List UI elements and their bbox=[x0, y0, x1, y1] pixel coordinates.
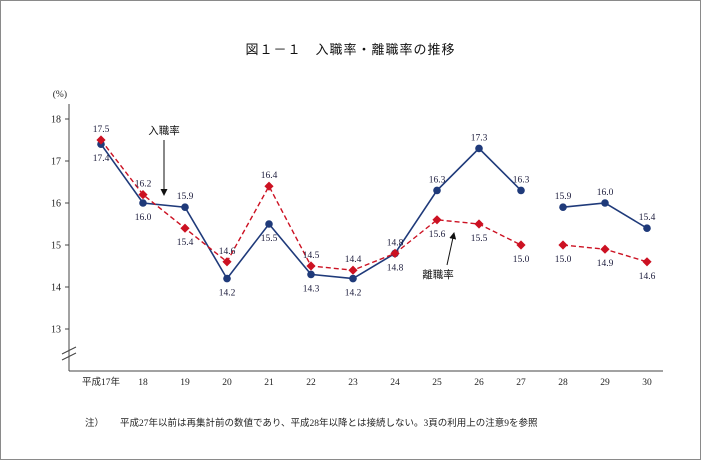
svg-text:14: 14 bbox=[51, 283, 61, 294]
svg-text:14.4: 14.4 bbox=[345, 255, 362, 265]
svg-text:13: 13 bbox=[51, 325, 61, 336]
svg-text:23: 23 bbox=[348, 378, 358, 388]
svg-text:26: 26 bbox=[474, 378, 484, 388]
svg-text:14.2: 14.2 bbox=[345, 289, 362, 299]
svg-text:17.3: 17.3 bbox=[471, 133, 488, 143]
chart-title: 図１－１ 入職率・離職率の推移 bbox=[245, 42, 456, 57]
svg-text:18: 18 bbox=[138, 378, 148, 388]
svg-text:14.8: 14.8 bbox=[387, 238, 404, 248]
svg-text:14.6: 14.6 bbox=[219, 247, 236, 257]
svg-text:15.4: 15.4 bbox=[639, 213, 656, 223]
svg-text:20: 20 bbox=[222, 378, 232, 388]
svg-text:(%): (%) bbox=[53, 89, 67, 100]
svg-text:16.0: 16.0 bbox=[597, 188, 614, 198]
footnote-text: 平成27年以前は再集計前の数値であり、平成28年以降とは接続しない。3頁の利用上… bbox=[120, 419, 538, 429]
svg-text:15.5: 15.5 bbox=[261, 234, 278, 244]
svg-text:15.6: 15.6 bbox=[429, 230, 446, 240]
svg-text:14.2: 14.2 bbox=[219, 289, 236, 299]
svg-text:25: 25 bbox=[432, 378, 442, 388]
svg-text:17: 17 bbox=[51, 157, 61, 168]
svg-text:15.4: 15.4 bbox=[177, 238, 194, 248]
svg-text:離職率: 離職率 bbox=[422, 268, 454, 281]
svg-text:16.3: 16.3 bbox=[429, 175, 446, 185]
svg-text:14.3: 14.3 bbox=[303, 284, 320, 294]
svg-text:15.0: 15.0 bbox=[513, 255, 530, 265]
svg-text:15.9: 15.9 bbox=[177, 192, 194, 202]
svg-text:17.4: 17.4 bbox=[93, 154, 110, 164]
svg-text:18: 18 bbox=[51, 115, 61, 126]
svg-text:平成17年: 平成17年 bbox=[82, 376, 121, 388]
svg-text:29: 29 bbox=[600, 378, 610, 388]
svg-text:14.6: 14.6 bbox=[639, 272, 656, 282]
svg-text:16.3: 16.3 bbox=[513, 175, 530, 185]
svg-text:30: 30 bbox=[642, 378, 652, 388]
svg-text:15.5: 15.5 bbox=[471, 234, 488, 244]
svg-text:15.0: 15.0 bbox=[555, 255, 572, 265]
svg-text:15: 15 bbox=[51, 241, 61, 252]
svg-text:27: 27 bbox=[516, 378, 526, 388]
footnote-label: 注） bbox=[85, 419, 105, 429]
svg-text:15.9: 15.9 bbox=[555, 192, 572, 202]
svg-text:14.5: 14.5 bbox=[303, 251, 320, 261]
svg-text:28: 28 bbox=[558, 378, 568, 388]
svg-text:24: 24 bbox=[390, 378, 400, 388]
svg-text:19: 19 bbox=[180, 378, 190, 388]
svg-text:入職率: 入職率 bbox=[148, 124, 180, 137]
svg-text:16.0: 16.0 bbox=[135, 213, 152, 223]
svg-text:21: 21 bbox=[264, 378, 274, 388]
svg-text:22: 22 bbox=[306, 378, 316, 388]
svg-text:17.5: 17.5 bbox=[93, 125, 110, 135]
footnote: 注） 平成27年以前は再集計前の数値であり、平成28年以降とは接続しない。3頁の利… bbox=[85, 415, 538, 429]
svg-text:16: 16 bbox=[51, 199, 61, 210]
svg-text:16.4: 16.4 bbox=[261, 171, 278, 181]
svg-text:16.2: 16.2 bbox=[135, 180, 152, 190]
svg-text:14.8: 14.8 bbox=[387, 263, 404, 273]
svg-text:14.9: 14.9 bbox=[597, 259, 614, 269]
